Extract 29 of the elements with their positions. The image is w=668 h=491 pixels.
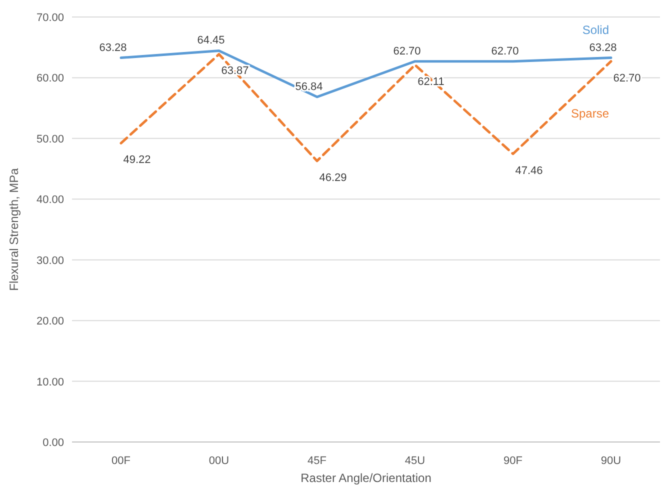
series-label: Solid [582, 22, 609, 37]
y-tick-label: 10.00 [36, 376, 64, 388]
x-tick-label: 90U [600, 455, 622, 467]
y-tick-label: 60.00 [36, 72, 64, 85]
data-label: 62.70 [613, 72, 641, 84]
x-tick-label: 45F [308, 455, 327, 467]
x-tick-label: 90F [504, 455, 523, 467]
y-tick-label: 30.00 [36, 254, 64, 267]
data-label: 62.70 [393, 45, 421, 58]
y-tick-label: 50.00 [36, 133, 64, 146]
data-label: 56.84 [295, 80, 323, 93]
data-label: 49.22 [123, 154, 151, 166]
data-label: 64.45 [197, 34, 225, 47]
y-tick-label: 20.00 [36, 316, 64, 328]
data-label: 63.28 [99, 42, 127, 54]
x-axis-title: Raster Angle/Orientation [300, 471, 432, 485]
y-tick-label: 40.00 [36, 194, 64, 206]
y-tick-label: 70.00 [36, 12, 64, 24]
y-axis-title: Flexural Strength, MPa [7, 168, 21, 291]
y-tick-label: 0.00 [42, 437, 64, 449]
data-label: 63.87 [221, 65, 249, 78]
series-label: Sparse [570, 106, 610, 120]
data-label: 46.29 [319, 172, 347, 184]
data-label: 62.70 [491, 45, 519, 58]
x-tick-label: 00F [112, 455, 131, 467]
x-tick-label: 45U [404, 455, 426, 467]
x-tick-label: 00U [208, 455, 230, 467]
data-label: 63.28 [589, 42, 617, 54]
data-label: 47.46 [515, 164, 543, 177]
